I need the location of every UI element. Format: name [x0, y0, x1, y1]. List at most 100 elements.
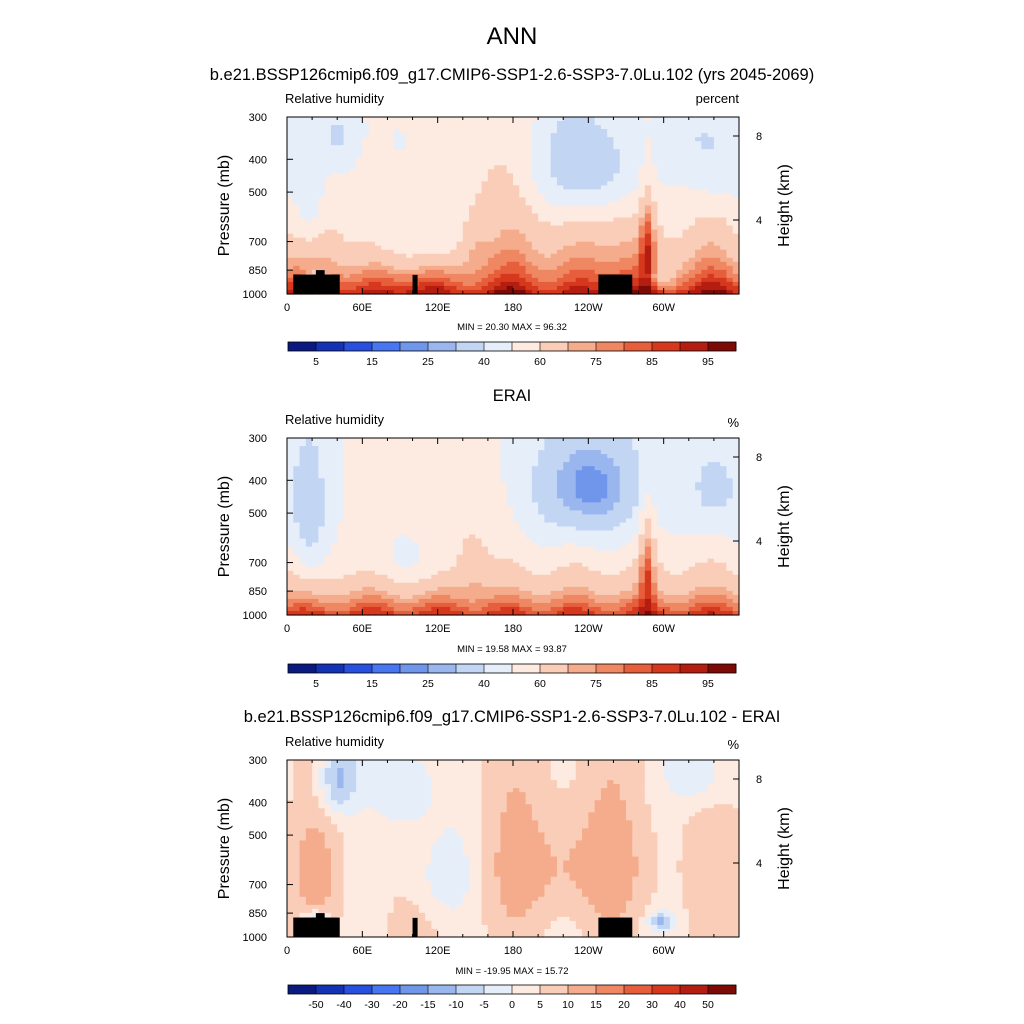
contour-cell [713, 137, 721, 142]
contour-cell [575, 145, 583, 150]
contour-cell [437, 213, 445, 219]
contour-cell [487, 249, 495, 255]
contour-cell [663, 277, 671, 283]
contour-cell [707, 277, 715, 283]
contour-cell [406, 165, 414, 170]
contour-cell [657, 518, 665, 524]
contour-cell [443, 153, 451, 158]
contour-cell [682, 213, 690, 219]
contour-cell [713, 261, 721, 267]
contour-cell [481, 458, 489, 463]
contour-cell [682, 289, 690, 295]
contour-cell [450, 249, 458, 255]
contour-cell [688, 506, 696, 512]
contour-cell [318, 526, 326, 532]
contour-cell [299, 213, 307, 219]
contour-cell [569, 249, 577, 255]
contour-cell [525, 522, 533, 528]
contour-cell [732, 205, 740, 211]
contour-cell [688, 201, 696, 207]
contour-cell [563, 450, 571, 455]
contour-cell [305, 269, 313, 275]
contour-cell [462, 450, 470, 455]
contour-cell [374, 446, 382, 451]
contour-cell [550, 470, 558, 475]
contour-cell [349, 478, 357, 483]
contour-cell [619, 193, 627, 199]
contour-cell [381, 281, 389, 287]
contour-cell [450, 129, 458, 134]
contour-cell [594, 237, 602, 243]
contour-cell [682, 510, 690, 516]
contour-cell [688, 450, 696, 455]
contour-cell [519, 502, 527, 507]
contour-cell [550, 486, 558, 491]
contour-cell [588, 121, 596, 126]
contour-cell [381, 213, 389, 219]
contour-cell [632, 486, 640, 491]
contour-cell [531, 490, 539, 495]
contour-cell [550, 157, 558, 162]
contour-cell [626, 201, 633, 207]
contour-cell [676, 157, 684, 162]
contour-cell [713, 181, 721, 186]
contour-cell [343, 281, 351, 287]
contour-cell [713, 506, 721, 512]
contour-cell [726, 157, 734, 162]
contour-cell [556, 213, 564, 219]
contour-cell [387, 205, 395, 211]
contour-cell [531, 241, 539, 247]
contour-cell [632, 502, 640, 507]
contour-cell [600, 169, 608, 174]
contour-cell [513, 117, 520, 122]
contour-cell [425, 466, 432, 471]
contour-cell [569, 526, 577, 532]
contour-cell [663, 153, 671, 158]
contour-cell [544, 161, 552, 166]
contour-cell [393, 145, 401, 150]
contour-cell [538, 474, 545, 479]
contour-cell [619, 181, 627, 186]
contour-cell [619, 201, 627, 207]
contour-cell [688, 189, 696, 195]
contour-cell [381, 173, 389, 178]
contour-cell [544, 165, 552, 170]
contour-cell [450, 530, 458, 536]
contour-cell [481, 253, 489, 259]
contour-cell [506, 153, 514, 158]
contour-cell [418, 522, 426, 528]
contour-cell [676, 450, 684, 455]
contour-cell [349, 466, 357, 471]
contour-cell [594, 261, 602, 267]
contour-cell [575, 269, 583, 275]
contour-cell [582, 141, 589, 146]
contour-cell [324, 165, 332, 170]
contour-cell [324, 245, 332, 251]
contour-cell [349, 221, 357, 227]
contour-cell [588, 281, 596, 287]
contour-cell [651, 189, 658, 195]
contour-cell [400, 470, 407, 475]
contour-cell [644, 470, 652, 475]
contour-cell [381, 193, 389, 199]
contour-cell [368, 173, 376, 178]
contour-cell [456, 185, 464, 191]
contour-cell [607, 177, 615, 182]
contour-cell [550, 221, 558, 227]
contour-cell [556, 281, 564, 287]
contour-cell [469, 249, 476, 255]
colorbar-label: 95 [702, 356, 714, 368]
contour-cell [695, 486, 702, 491]
contour-cell [418, 173, 426, 178]
contour-cell [669, 289, 677, 295]
contour-cell [305, 173, 313, 178]
contour-cell [519, 169, 527, 174]
contour-cell [638, 466, 646, 471]
contour-cell [506, 277, 514, 283]
contour-cell [613, 446, 621, 451]
contour-cell [732, 450, 740, 455]
contour-cell [720, 470, 728, 475]
contour-cell [500, 474, 508, 479]
contour-cell [726, 257, 734, 263]
contour-cell [513, 502, 520, 507]
